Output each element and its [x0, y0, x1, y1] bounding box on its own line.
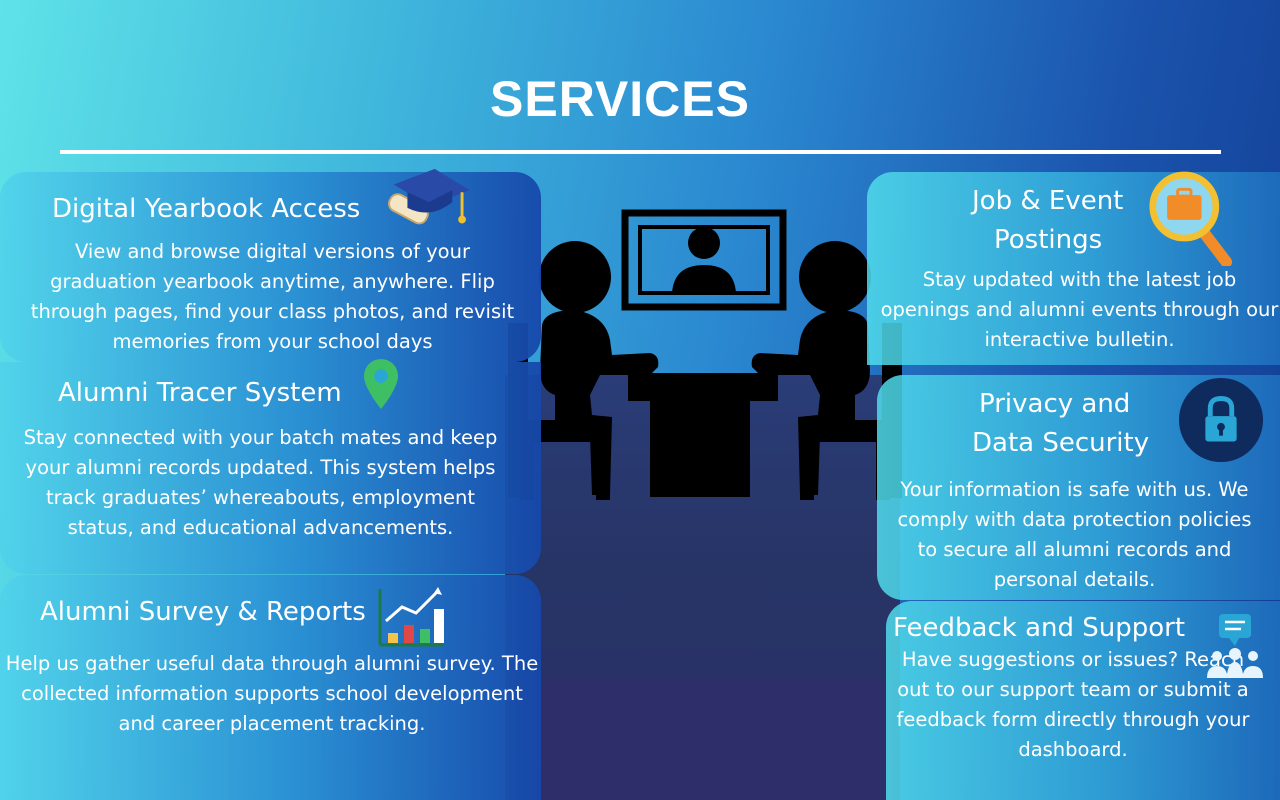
privacy-title-line2: Data Security	[972, 428, 1150, 458]
location-pin-icon	[364, 359, 398, 409]
support-chat-icon	[1207, 614, 1263, 678]
lock-icon	[1178, 377, 1264, 463]
bar-chart-icon	[378, 587, 444, 647]
jobs-title-line2: Postings	[994, 225, 1103, 255]
graduation-cap-icon	[388, 168, 470, 225]
title-divider	[60, 150, 1221, 154]
yearbook-description: View and browse digital versions of your…	[30, 240, 515, 353]
feedback-description: Have suggestions or issues? Reach out to…	[896, 648, 1250, 761]
privacy-description: Your information is safe with us. We com…	[897, 478, 1252, 591]
feedback-card[interactable]: Feedback and Support Have suggestions or…	[886, 601, 1280, 800]
privacy-title-line1: Privacy and	[979, 389, 1131, 419]
yearbook-card[interactable]: Digital Yearbook Access View and browse …	[0, 172, 541, 362]
survey-title: Alumni Survey & Reports	[40, 597, 366, 627]
tracer-title: Alumni Tracer System	[58, 378, 342, 408]
page-title: SERVICES	[490, 71, 750, 127]
scene-floor	[505, 680, 900, 800]
briefcase-search-icon	[1149, 171, 1233, 266]
survey-card[interactable]: Alumni Survey & Reports Help us gather u…	[0, 575, 541, 800]
tracer-card[interactable]: Alumni Tracer System Stay connected with…	[0, 362, 541, 574]
yearbook-title: Digital Yearbook Access	[52, 194, 361, 224]
survey-description: Help us gather useful data through alumn…	[5, 652, 539, 735]
meeting-illustration-icon	[508, 209, 902, 500]
feedback-title: Feedback and Support	[893, 613, 1186, 643]
jobs-title-line1: Job & Event	[972, 186, 1124, 216]
jobs-description: Stay updated with the latest job opening…	[880, 268, 1279, 351]
tracer-description: Stay connected with your batch mates and…	[23, 426, 498, 539]
